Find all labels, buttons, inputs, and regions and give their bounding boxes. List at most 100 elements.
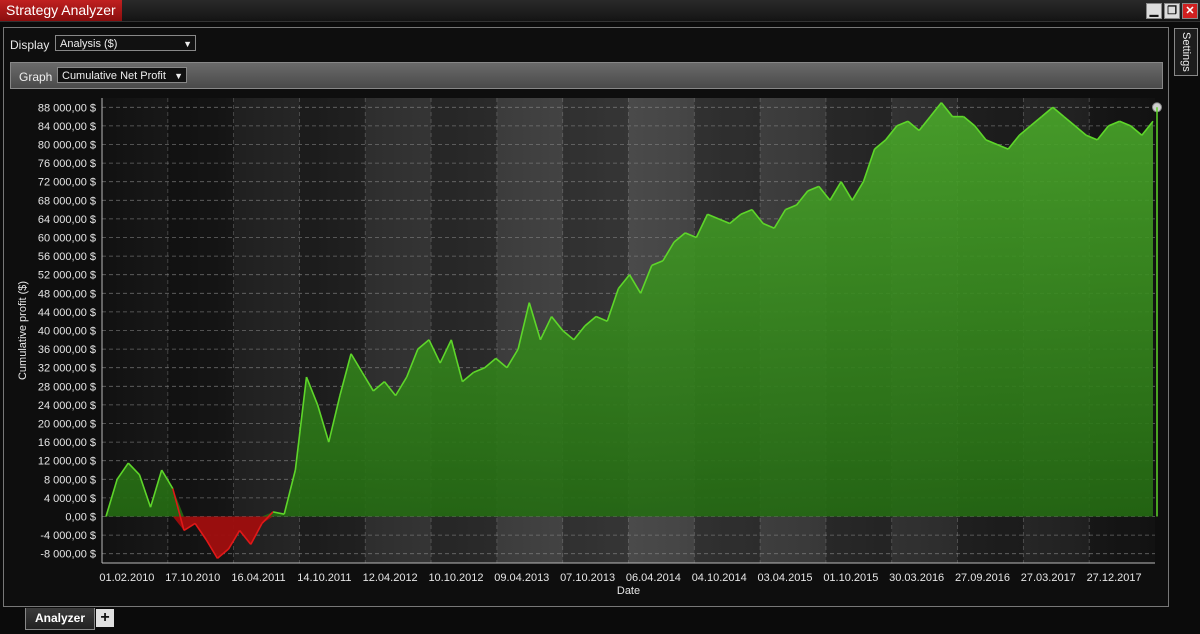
series-line-segment [1063,115,1076,127]
series-line-segment [394,376,408,397]
series-line-segment [439,339,453,364]
series-line-segment [138,474,152,508]
series-line-segment [918,116,931,132]
series-line-segment [461,371,475,383]
x-tick-label: 16.04.2011 [231,572,285,584]
graph-label: Graph [19,70,53,84]
x-tick-label: 27.12.2017 [1087,572,1142,584]
x-tick-label: 12.04.2012 [363,572,418,584]
cumulative-profit-chart: 88 000,00 $ 84 000,00 $ 80 000,00 $ 76 000,… [17,98,1162,597]
series-line-segment [896,120,909,127]
x-tick-label: 03.04.2015 [758,572,813,584]
y-tick-label: 4 000,00 $ [44,493,96,505]
y-tick-label: 12 000,00 $ [38,456,96,468]
y-tick-label: 84 000,00 $ [38,121,96,133]
series-line-segment [194,523,207,541]
series-line-segment [651,260,664,267]
minimize-icon[interactable]: ▁ [1146,3,1162,19]
series-line-segment [539,316,553,341]
series-line-segment [595,315,608,322]
series-line-segment [1085,134,1098,141]
series-line-segment [1007,134,1020,150]
series-line-segment [718,218,731,225]
chart-area: 88 000,00 $ 84 000,00 $ 80 000,00 $ 76 000,… [10,90,1163,600]
y-tick-label: 36 000,00 $ [38,344,96,356]
series-line-segment [907,120,920,132]
y-tick-label: 28 000,00 $ [38,381,96,393]
y-tick-label: 52 000,00 $ [38,270,96,282]
y-tick-label: 16 000,00 $ [38,437,96,449]
series-line-segment [773,209,787,229]
y-tick-label: 24 000,00 $ [38,400,96,412]
series-line-segment [785,204,797,211]
x-tick-label: 01.10.2015 [823,572,878,584]
display-select[interactable]: Analysis ($) ▼ [55,35,196,51]
series-line-segment [205,539,219,559]
series-line-segment [484,357,497,369]
series-line-segment [885,125,898,141]
y-tick-label: 60 000,00 $ [38,233,96,245]
y-tick-label: 80 000,00 $ [38,140,96,152]
series-line-segment [405,348,419,378]
series-line-segment [1041,106,1054,118]
series-line-segment [428,339,441,364]
series-line-segment [550,316,564,331]
series-line-segment [729,213,742,225]
series-line-segment [361,371,375,392]
x-tick-label: 09.04.2013 [494,572,549,584]
add-tab-button[interactable]: + [96,609,114,627]
y-tick-label: 8 000,00 $ [44,474,96,486]
series-line-segment [874,139,887,150]
y-tick-label: 72 000,00 $ [38,177,96,189]
restore-icon[interactable]: ❐ [1164,3,1180,19]
series-line-segment [617,274,631,290]
settings-tab[interactable]: Settings [1174,28,1198,76]
series-line-segment [172,488,185,531]
series-line-segment [327,395,341,443]
series-line-segment [350,353,363,373]
title-bar: Strategy Analyzer ▁ ❐ ✕ [0,0,1200,22]
series-line-segment [606,288,620,322]
y-tick-label: 0,00 $ [65,512,96,524]
y-tick-label: 68 000,00 $ [38,195,96,207]
series-line-segment [227,530,241,550]
series-line-segment [795,190,809,206]
y-tick-label: 64 000,00 $ [38,214,96,226]
graph-toolbar: Graph [10,62,1163,89]
series-line-segment [1108,120,1120,127]
negative-area [106,516,1153,559]
series-line-segment [829,181,842,201]
series-line-segment [1141,120,1154,136]
close-icon[interactable]: ✕ [1182,3,1198,19]
series-line-segment [929,102,942,118]
y-tick-label: 76 000,00 $ [38,158,96,170]
series-line-segment [974,125,987,141]
x-tick-label: 17.10.2010 [165,572,220,584]
series-line-segment [1029,115,1043,127]
series-line-segment [662,241,675,262]
series-line-segment [762,222,775,229]
y-tick-label: 56 000,00 $ [38,251,96,263]
series-line-segment [127,462,140,476]
series-line-segment [417,339,430,350]
series-line-segment [517,302,531,350]
series-line-segment [316,404,330,443]
series-line-segment [840,181,853,201]
y-tick-label: 32 000,00 $ [38,363,96,375]
chevron-down-icon: ▼ [183,39,192,49]
graph-select[interactable]: Cumulative Net Profit ▼ [57,67,187,83]
series-line-segment [1096,125,1110,141]
y-tick-label: 40 000,00 $ [38,326,96,338]
x-tick-label: 01.02.2010 [99,572,154,584]
series-line-segment [1119,120,1132,127]
window-title: Strategy Analyzer [0,0,122,21]
y-tick-label: 20 000,00 $ [38,419,96,431]
x-tick-label: 04.10.2014 [692,572,747,584]
chevron-down-icon: ▼ [174,71,183,81]
tab-analyzer[interactable]: Analyzer [25,608,95,630]
x-tick-label: 27.09.2016 [955,572,1010,584]
series-line-segment [740,208,753,215]
series-line-segment [339,353,352,396]
series-line-segment [116,462,129,480]
series-line-segment [562,329,575,341]
